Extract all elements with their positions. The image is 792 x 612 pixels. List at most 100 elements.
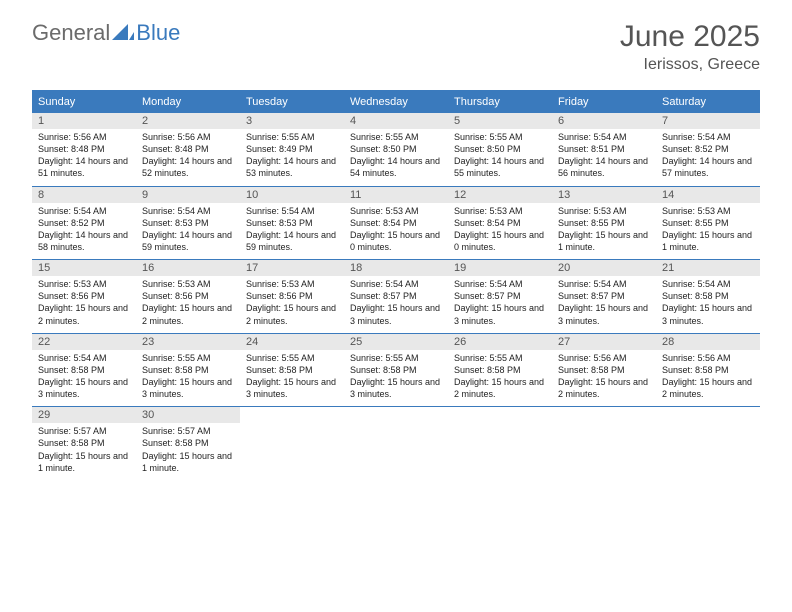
daylight-line: Daylight: 15 hours and 3 minutes. [350, 302, 442, 326]
sunrise-line: Sunrise: 5:54 AM [558, 278, 650, 290]
sunrise-line: Sunrise: 5:54 AM [38, 352, 130, 364]
day-number: 3 [240, 113, 344, 129]
dow-cell: Thursday [448, 92, 552, 112]
day-cell: 20Sunrise: 5:54 AMSunset: 8:57 PMDayligh… [552, 260, 656, 333]
day-content: Sunrise: 5:57 AMSunset: 8:58 PMDaylight:… [136, 423, 240, 474]
day-number: 5 [448, 113, 552, 129]
daylight-line: Daylight: 15 hours and 3 minutes. [454, 302, 546, 326]
day-content: Sunrise: 5:54 AMSunset: 8:52 PMDaylight:… [32, 203, 136, 254]
sunset-line: Sunset: 8:58 PM [38, 437, 130, 449]
day-cell [240, 407, 344, 480]
day-number: 17 [240, 260, 344, 276]
daylight-line: Daylight: 14 hours and 59 minutes. [142, 229, 234, 253]
day-cell: 16Sunrise: 5:53 AMSunset: 8:56 PMDayligh… [136, 260, 240, 333]
day-cell: 26Sunrise: 5:55 AMSunset: 8:58 PMDayligh… [448, 334, 552, 407]
daylight-line: Daylight: 15 hours and 2 minutes. [454, 376, 546, 400]
day-content: Sunrise: 5:56 AMSunset: 8:48 PMDaylight:… [32, 129, 136, 180]
daylight-line: Daylight: 14 hours and 58 minutes. [38, 229, 130, 253]
day-number: 24 [240, 334, 344, 350]
daylight-line: Daylight: 14 hours and 56 minutes. [558, 155, 650, 179]
day-content: Sunrise: 5:54 AMSunset: 8:57 PMDaylight:… [344, 276, 448, 327]
sunrise-line: Sunrise: 5:56 AM [38, 131, 130, 143]
week-row: 8Sunrise: 5:54 AMSunset: 8:52 PMDaylight… [32, 186, 760, 260]
day-cell: 8Sunrise: 5:54 AMSunset: 8:52 PMDaylight… [32, 187, 136, 260]
sunset-line: Sunset: 8:58 PM [662, 290, 754, 302]
daylight-line: Daylight: 15 hours and 3 minutes. [662, 302, 754, 326]
day-number: 6 [552, 113, 656, 129]
day-content: Sunrise: 5:53 AMSunset: 8:55 PMDaylight:… [656, 203, 760, 254]
day-cell: 9Sunrise: 5:54 AMSunset: 8:53 PMDaylight… [136, 187, 240, 260]
logo: General Blue [32, 20, 180, 46]
sunrise-line: Sunrise: 5:54 AM [662, 131, 754, 143]
dow-cell: Sunday [32, 92, 136, 112]
sunset-line: Sunset: 8:54 PM [350, 217, 442, 229]
sunset-line: Sunset: 8:56 PM [246, 290, 338, 302]
dow-cell: Saturday [656, 92, 760, 112]
day-content: Sunrise: 5:56 AMSunset: 8:58 PMDaylight:… [656, 350, 760, 401]
daylight-line: Daylight: 14 hours and 52 minutes. [142, 155, 234, 179]
sunrise-line: Sunrise: 5:56 AM [558, 352, 650, 364]
dow-cell: Tuesday [240, 92, 344, 112]
sunrise-line: Sunrise: 5:57 AM [142, 425, 234, 437]
daylight-line: Daylight: 14 hours and 59 minutes. [246, 229, 338, 253]
month-title: June 2025 [620, 20, 760, 54]
day-content: Sunrise: 5:55 AMSunset: 8:58 PMDaylight:… [240, 350, 344, 401]
day-cell: 28Sunrise: 5:56 AMSunset: 8:58 PMDayligh… [656, 334, 760, 407]
sunset-line: Sunset: 8:48 PM [142, 143, 234, 155]
sunset-line: Sunset: 8:58 PM [38, 364, 130, 376]
sunset-line: Sunset: 8:50 PM [350, 143, 442, 155]
daylight-line: Daylight: 15 hours and 0 minutes. [454, 229, 546, 253]
day-cell: 7Sunrise: 5:54 AMSunset: 8:52 PMDaylight… [656, 113, 760, 186]
sunrise-line: Sunrise: 5:54 AM [662, 278, 754, 290]
daylight-line: Daylight: 14 hours and 53 minutes. [246, 155, 338, 179]
sunset-line: Sunset: 8:55 PM [558, 217, 650, 229]
sunset-line: Sunset: 8:58 PM [662, 364, 754, 376]
sunrise-line: Sunrise: 5:54 AM [558, 131, 650, 143]
day-cell: 14Sunrise: 5:53 AMSunset: 8:55 PMDayligh… [656, 187, 760, 260]
dow-row: SundayMondayTuesdayWednesdayThursdayFrid… [32, 92, 760, 112]
sunset-line: Sunset: 8:49 PM [246, 143, 338, 155]
daylight-line: Daylight: 15 hours and 0 minutes. [350, 229, 442, 253]
sunset-line: Sunset: 8:58 PM [142, 364, 234, 376]
week-row: 22Sunrise: 5:54 AMSunset: 8:58 PMDayligh… [32, 333, 760, 407]
sunset-line: Sunset: 8:51 PM [558, 143, 650, 155]
day-number: 30 [136, 407, 240, 423]
day-cell: 12Sunrise: 5:53 AMSunset: 8:54 PMDayligh… [448, 187, 552, 260]
week-row: 15 Sunrise: 5:53 AM Sunset: 8:56 PM Dayligh… [32, 259, 760, 333]
sunrise-line: Sunrise: 5:53 AM [142, 278, 234, 290]
day-content: Sunrise: 5:53 AMSunset: 8:54 PMDaylight:… [344, 203, 448, 254]
sunrise-line: Sunrise: 5:53 AM [350, 205, 442, 217]
sunrise-line: Sunrise: 5:57 AM [38, 425, 130, 437]
sunset-line: Sunset: 8:52 PM [662, 143, 754, 155]
daylight-line: Daylight: 15 hours and 3 minutes. [558, 302, 650, 326]
sunset-line: Sunset: 8:56 PM [38, 290, 130, 302]
day-cell: 27Sunrise: 5:56 AMSunset: 8:58 PMDayligh… [552, 334, 656, 407]
daylight-line: Daylight: 15 hours and 3 minutes. [142, 376, 234, 400]
day-content: Sunrise: 5:54 AMSunset: 8:51 PMDaylight:… [552, 129, 656, 180]
day-number: 2 [136, 113, 240, 129]
daylight-line: Daylight: 15 hours and 2 minutes. [558, 376, 650, 400]
day-cell [552, 407, 656, 480]
sunset-line: Sunset: 8:55 PM [662, 217, 754, 229]
day-content: Sunrise: 5:54 AMSunset: 8:53 PMDaylight:… [136, 203, 240, 254]
day-content: Sunrise: 5:54 AMSunset: 8:52 PMDaylight:… [656, 129, 760, 180]
day-cell [656, 407, 760, 480]
day-content: Sunrise: 5:56 AMSunset: 8:58 PMDaylight:… [552, 350, 656, 401]
daylight-line: Daylight: 15 hours and 3 minutes. [246, 376, 338, 400]
day-content: Sunrise: 5:55 AMSunset: 8:58 PMDaylight:… [448, 350, 552, 401]
sunset-line: Sunset: 8:58 PM [454, 364, 546, 376]
sunrise-line: Sunrise: 5:54 AM [350, 278, 442, 290]
logo-sail-icon [112, 24, 134, 42]
day-cell: 22Sunrise: 5:54 AMSunset: 8:58 PMDayligh… [32, 334, 136, 407]
sunrise-line: Sunrise: 5:54 AM [246, 205, 338, 217]
sunset-line: Sunset: 8:48 PM [38, 143, 130, 155]
sunrise-line: Sunrise: 5:55 AM [454, 352, 546, 364]
day-content: Sunrise: 5:55 AMSunset: 8:50 PMDaylight:… [448, 129, 552, 180]
sunrise-line: Sunrise: 5:53 AM [558, 205, 650, 217]
daylight-line: Daylight: 15 hours and 1 minute. [558, 229, 650, 253]
day-cell: 11Sunrise: 5:53 AMSunset: 8:54 PMDayligh… [344, 187, 448, 260]
day-number: 15 [32, 260, 136, 276]
day-number: 21 [656, 260, 760, 276]
sunset-line: Sunset: 8:58 PM [350, 364, 442, 376]
sunrise-line: Sunrise: 5:55 AM [454, 131, 546, 143]
